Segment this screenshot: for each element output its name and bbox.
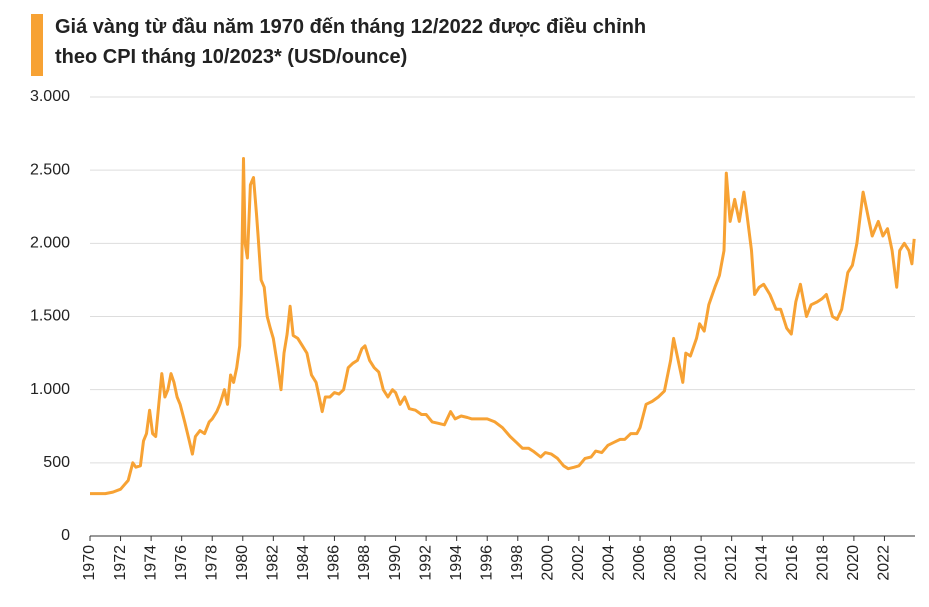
- x-tick-label: 1984: [295, 545, 312, 581]
- x-tick-label: 2012: [723, 545, 740, 581]
- x-tick-label: 2006: [631, 545, 648, 581]
- x-tick-label: 2020: [845, 545, 862, 581]
- x-tick-label: 1998: [509, 545, 526, 581]
- x-tick-label: 2000: [540, 545, 557, 581]
- x-tick-label: 2018: [815, 545, 832, 581]
- x-tick-label: 1970: [81, 545, 98, 581]
- y-tick-label: 1.500: [30, 308, 70, 325]
- x-tick-label: 2002: [570, 545, 587, 581]
- x-tick-label: 1978: [203, 545, 220, 581]
- y-tick-label: 0: [61, 527, 70, 544]
- x-tick-label: 2016: [784, 545, 801, 581]
- x-tick-label: 2014: [753, 545, 770, 581]
- x-tick-label: 1996: [478, 545, 495, 581]
- x-tick-label: 1982: [265, 545, 282, 581]
- price-line: [90, 157, 916, 496]
- x-tick-label: 1976: [173, 545, 190, 581]
- chart-title: theo CPI tháng 10/2023* (USD/ounce): [55, 46, 407, 68]
- x-tick-label: 2010: [692, 545, 709, 581]
- x-tick-label: 1972: [112, 545, 129, 581]
- x-tick-label: 1992: [417, 545, 434, 581]
- x-tick-label: 1990: [387, 545, 404, 581]
- y-tick-label: 500: [43, 454, 70, 471]
- x-tick-label: 2004: [601, 545, 618, 581]
- y-tick-label: 2.000: [30, 235, 70, 252]
- title-accent: [31, 14, 43, 76]
- y-tick-label: 3.000: [30, 88, 70, 105]
- chart-title: Giá vàng từ đầu năm 1970 đến tháng 12/20…: [55, 16, 646, 38]
- y-tick-label: 1.000: [30, 381, 70, 398]
- x-tick-label: 1988: [356, 545, 373, 581]
- x-tick-label: 1980: [234, 545, 251, 581]
- x-tick-label: 1974: [142, 545, 159, 581]
- y-tick-label: 2.500: [30, 161, 70, 178]
- x-tick-label: 1986: [326, 545, 343, 581]
- x-tick-label: 2008: [662, 545, 679, 581]
- x-tick-label: 1994: [448, 545, 465, 581]
- x-tick-label: 2022: [876, 545, 893, 581]
